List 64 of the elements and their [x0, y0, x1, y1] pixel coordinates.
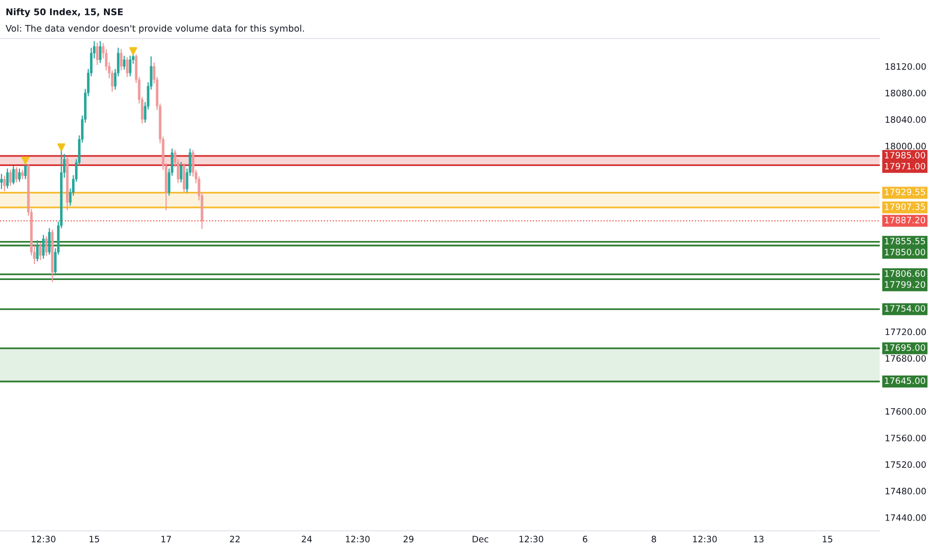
x-tick-label: 12:30: [32, 536, 56, 542]
candlestick: [18, 168, 21, 182]
y-tick-label: 17560.00: [886, 434, 926, 442]
x-tick-label: 13: [754, 536, 764, 542]
candlestick: [39, 242, 42, 261]
candlestick: [180, 161, 182, 184]
candlestick: [96, 42, 99, 66]
y-tick-label: 17720.00: [886, 328, 926, 336]
ref-line-label: 17971.00: [884, 162, 926, 170]
y-tick-label: 18120.00: [886, 63, 926, 70]
candlestick: [24, 162, 27, 180]
candlestick: [0, 173, 3, 190]
x-tick-label: 12:30: [520, 536, 544, 542]
point: [57, 143, 66, 152]
x-tick-label: 22: [230, 536, 240, 542]
x-tick-label: 6: [582, 536, 588, 542]
candlestick: [45, 236, 48, 257]
candlestick: [48, 228, 51, 256]
candlestick: [182, 162, 186, 193]
candlestick: [21, 169, 24, 180]
candlestick: [128, 55, 132, 77]
text: Vol: The data vendor doesn't provide volume data for this symbol.: [6, 24, 304, 34]
ref-line-label: 17695.00: [884, 344, 926, 351]
candlestick: [3, 175, 6, 192]
ref-line-label: 17855.55: [884, 238, 925, 244]
ref-line-label: 17850.00: [884, 248, 926, 256]
point: [129, 47, 138, 56]
x-tick-label: Dec: [472, 536, 488, 542]
ref-line-label: 17754.00: [884, 305, 926, 312]
y-tick-label: 17680.00: [886, 355, 926, 362]
y-tick-label: 17600.00: [886, 408, 926, 415]
x-tick-label: 24: [302, 536, 312, 542]
ref-line-label: 17929.55: [884, 188, 925, 196]
ref-line-label: 17907.35: [884, 203, 925, 210]
x-tick-label: 12:30: [693, 536, 717, 542]
y-tick-label: 18040.00: [886, 116, 926, 123]
candlestick: [120, 48, 122, 71]
ref-line-label: 17985.00: [884, 152, 926, 158]
x-tick-label: 17: [161, 536, 171, 542]
x-tick-label: 15: [90, 536, 100, 542]
ref-line-label: 17645.00: [884, 377, 926, 384]
candlestick: [9, 169, 12, 186]
candlestick: [12, 165, 15, 186]
candlestick: [36, 240, 39, 262]
y-tick-label: 17480.00: [886, 488, 926, 494]
x-tick-label: 8: [652, 536, 656, 542]
candlestick: [98, 40, 102, 64]
candlestick: [6, 168, 9, 189]
candlestick: [122, 55, 126, 70]
point: [21, 156, 30, 165]
x-tick-label: 29: [404, 536, 414, 542]
candlestick: [126, 56, 128, 78]
x-tick-label: 15: [822, 536, 832, 542]
ref-line-label: 17806.60: [884, 270, 926, 277]
x-tick-label: 12:30: [346, 536, 370, 542]
y-tick-label: 17440.00: [886, 514, 926, 521]
ref-line-label: 17799.20: [884, 281, 926, 288]
candlestick: [42, 234, 45, 260]
chart-title: Nifty 50 Index, 15, NSE: [6, 8, 123, 18]
y-tick-label: 17520.00: [886, 461, 926, 468]
y-tick-label: 18000.00: [886, 142, 926, 150]
candlestick: [15, 166, 18, 184]
ref-line-label: 17887.20: [884, 216, 926, 224]
y-tick-label: 18080.00: [886, 90, 926, 96]
